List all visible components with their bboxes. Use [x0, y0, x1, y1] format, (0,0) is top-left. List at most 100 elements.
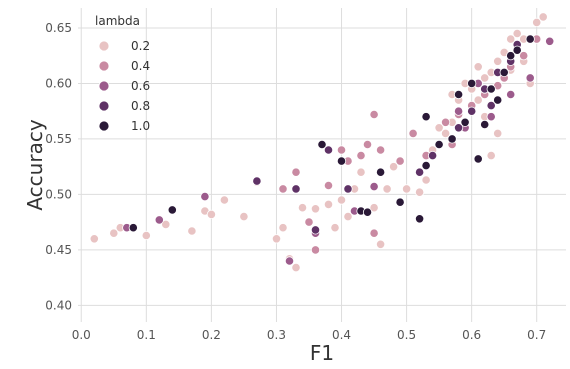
- data-point: [323, 199, 334, 209]
- data-point: [330, 223, 340, 233]
- data-point: [284, 256, 295, 266]
- data-point: [440, 128, 451, 138]
- data-point: [493, 95, 503, 105]
- data-point: [525, 34, 535, 44]
- data-point: [252, 176, 262, 186]
- data-point: [141, 230, 151, 241]
- data-point: [486, 112, 496, 122]
- data-point: [323, 180, 334, 191]
- data-point: [473, 62, 483, 72]
- data-point: [323, 145, 334, 155]
- legend-label: 0.8: [131, 99, 150, 113]
- x-tick-label: 0.3: [267, 328, 286, 342]
- data-point: [388, 162, 399, 172]
- data-point: [167, 205, 177, 215]
- data-point: [362, 207, 373, 217]
- data-point: [525, 73, 535, 83]
- plot-area: [78, 8, 566, 322]
- data-point: [473, 95, 483, 105]
- data-point: [453, 123, 464, 133]
- data-point: [304, 217, 314, 227]
- legend-label: 0.2: [131, 39, 150, 53]
- legend-swatch: [98, 60, 110, 72]
- data-point: [271, 234, 282, 244]
- data-point: [493, 56, 503, 66]
- data-point: [109, 228, 119, 238]
- data-point: [532, 17, 542, 28]
- data-point: [467, 106, 477, 116]
- x-tick-label: 0.5: [397, 328, 416, 342]
- data-point: [369, 203, 379, 213]
- data-point: [343, 212, 353, 222]
- y-axis-ticks: 0.40 0.45 0.50 0.55 0.60 0.65: [45, 21, 72, 312]
- data-point: [427, 151, 438, 161]
- y-tick-label: 0.65: [45, 21, 72, 35]
- y-tick-label: 0.60: [45, 76, 72, 90]
- data-point: [206, 209, 216, 219]
- data-point: [154, 215, 164, 225]
- y-axis-label: Accuracy: [23, 119, 47, 210]
- data-point: [291, 184, 301, 194]
- data-point: [128, 223, 138, 233]
- data-point: [447, 134, 457, 144]
- data-point: [453, 106, 464, 116]
- data-point: [434, 139, 444, 150]
- data-point: [499, 67, 509, 78]
- y-tick-label: 0.50: [45, 187, 72, 201]
- x-tick-label: 0.0: [72, 328, 91, 342]
- data-point: [506, 89, 516, 100]
- data-point: [336, 145, 347, 155]
- data-point: [89, 234, 99, 244]
- data-point: [362, 139, 373, 150]
- x-axis-ticks: 0.0 0.1 0.2 0.3 0.4 0.5 0.6 0.7: [72, 328, 547, 342]
- data-point: [512, 28, 522, 39]
- data-point: [421, 175, 431, 185]
- data-point: [317, 139, 327, 150]
- data-point: [480, 73, 490, 83]
- data-point: [506, 34, 516, 44]
- data-point: [239, 212, 249, 222]
- data-point: [343, 184, 353, 194]
- data-point: [297, 203, 308, 213]
- data-point: [395, 197, 405, 207]
- data-point: [310, 245, 321, 255]
- data-point: [369, 182, 379, 192]
- data-point: [310, 204, 321, 214]
- legend: lambda 0.2 0.4 0.6 0.8 1.0: [95, 14, 150, 133]
- data-point: [278, 184, 288, 194]
- x-tick-label: 0.2: [202, 328, 221, 342]
- data-point: [493, 128, 503, 138]
- data-point: [395, 156, 405, 166]
- data-point: [401, 184, 412, 194]
- grid: [78, 8, 566, 322]
- data-point: [375, 145, 386, 155]
- x-tick-label: 0.1: [137, 328, 156, 342]
- legend-label: 0.6: [131, 79, 150, 93]
- data-point: [486, 151, 496, 161]
- data-point: [414, 187, 425, 197]
- data-point: [421, 161, 431, 171]
- data-point: [382, 184, 392, 194]
- data-points: [89, 12, 555, 273]
- data-point: [545, 36, 555, 46]
- data-point: [291, 262, 301, 273]
- legend-swatch: [98, 100, 110, 112]
- data-point: [512, 45, 522, 55]
- legend-label: 1.0: [131, 119, 150, 133]
- x-axis-label: F1: [310, 341, 334, 365]
- data-point: [278, 223, 288, 233]
- data-point: [336, 156, 347, 166]
- data-point: [519, 51, 529, 61]
- data-point: [408, 128, 418, 138]
- data-point: [434, 123, 444, 133]
- legend-title: lambda: [95, 14, 140, 28]
- data-point: [336, 195, 347, 205]
- data-point: [310, 225, 321, 235]
- data-point: [460, 117, 470, 127]
- data-point: [414, 214, 425, 224]
- data-point: [538, 12, 548, 22]
- x-tick-label: 0.7: [527, 328, 546, 342]
- data-point: [187, 226, 197, 236]
- legend-label: 0.4: [131, 59, 150, 73]
